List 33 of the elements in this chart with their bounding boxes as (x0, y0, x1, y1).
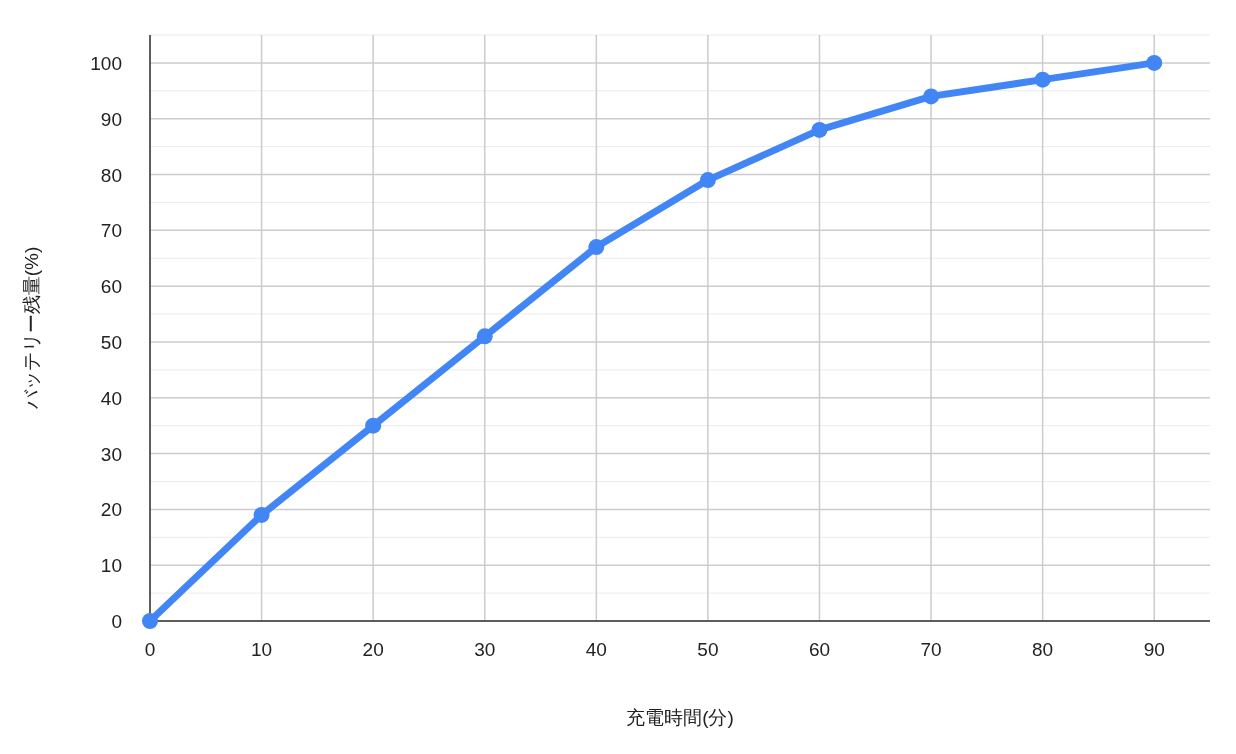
x-tick-label: 20 (362, 639, 384, 660)
x-tick-label: 40 (585, 639, 607, 660)
x-tick-label: 10 (251, 639, 273, 660)
x-tick-label: 60 (808, 639, 831, 660)
y-tick-label: 30 (100, 443, 122, 465)
point (365, 417, 382, 434)
point (253, 506, 270, 523)
x-tick-label: 90 (1143, 639, 1165, 660)
x-tick-label: 50 (697, 639, 719, 660)
y-tick-label: 50 (100, 331, 122, 353)
x-axis-title: 充電時間(分) (626, 707, 734, 728)
y-axis-title: バッテリー残量(%) (21, 246, 42, 411)
x-tick-label: 70 (920, 639, 942, 660)
x-tick-label: 0 (144, 639, 156, 660)
x-tick-label: 80 (1032, 639, 1054, 660)
point (1034, 71, 1051, 88)
point (476, 328, 493, 345)
y-tick-label: 10 (100, 555, 122, 577)
y-tick-label: 0 (111, 611, 122, 632)
point (588, 239, 605, 256)
point (142, 613, 158, 629)
point (811, 121, 828, 138)
point (923, 88, 940, 105)
y-tick-label: 90 (100, 108, 122, 130)
y-tick-label: 70 (100, 220, 122, 242)
y-tick-label: 100 (90, 52, 122, 74)
point (1146, 54, 1163, 71)
y-tick-label: 80 (100, 164, 122, 186)
y-tick-label: 40 (100, 387, 122, 409)
x-tick-label: 30 (474, 639, 496, 660)
point (699, 172, 716, 189)
y-tick-label: 20 (100, 499, 122, 521)
y-tick-label: 60 (100, 276, 122, 298)
